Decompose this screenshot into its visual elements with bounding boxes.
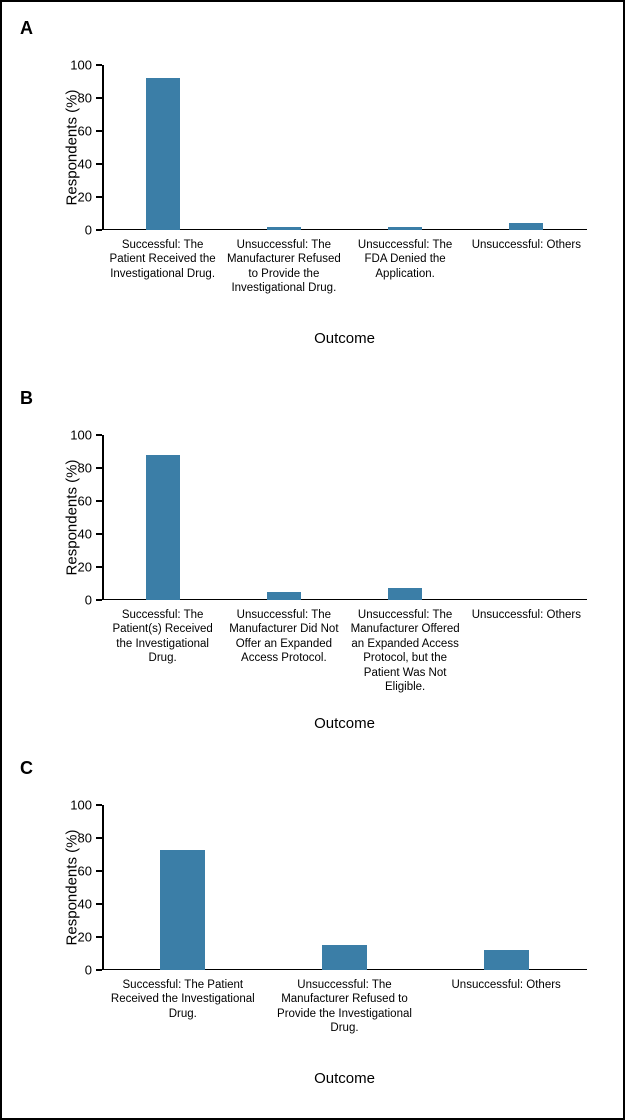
y-tick xyxy=(96,97,102,99)
y-tick-label: 60 xyxy=(78,124,92,139)
bar xyxy=(146,455,180,600)
y-tick xyxy=(96,837,102,839)
x-tick-label: Unsuccessful: The Manufacturer Offered a… xyxy=(347,608,463,694)
panel-b: B Respondents (%) Outcome 020406080100Su… xyxy=(2,380,623,745)
y-tick-label: 0 xyxy=(85,223,92,238)
bar xyxy=(146,78,180,230)
bar xyxy=(388,588,422,600)
y-tick xyxy=(96,599,102,601)
y-tick-label: 60 xyxy=(78,864,92,879)
chart-area-a: Respondents (%) Outcome 020406080100Succ… xyxy=(102,65,587,230)
chart-area-c: Respondents (%) Outcome 020406080100Succ… xyxy=(102,805,587,970)
y-tick-label: 100 xyxy=(70,798,92,813)
y-tick xyxy=(96,467,102,469)
bar xyxy=(509,223,543,230)
x-tick-label: Successful: The Patient Received the Inv… xyxy=(104,238,220,281)
x-axis-title-c: Outcome xyxy=(102,1070,587,1087)
y-axis-line xyxy=(102,435,104,600)
y-axis-line xyxy=(102,805,104,970)
y-tick xyxy=(96,163,102,165)
bar xyxy=(388,227,422,230)
x-tick-label: Unsuccessful: The Manufacturer Refused t… xyxy=(267,978,422,1036)
y-tick xyxy=(96,500,102,502)
y-tick xyxy=(96,566,102,568)
panel-a: A Respondents (%) Outcome 020406080100Su… xyxy=(2,10,623,375)
y-tick xyxy=(96,196,102,198)
bar xyxy=(484,950,529,970)
panel-label-a: A xyxy=(20,18,33,39)
figure-container: A Respondents (%) Outcome 020406080100Su… xyxy=(0,0,625,1120)
x-tick-label: Successful: The Patient Received the Inv… xyxy=(105,978,260,1021)
bar xyxy=(267,592,301,600)
panel-label-c: C xyxy=(20,758,33,779)
y-tick-label: 20 xyxy=(78,190,92,205)
x-tick-label: Unsuccessful: The FDA Denied the Applica… xyxy=(347,238,463,281)
bar xyxy=(322,945,367,970)
y-tick xyxy=(96,229,102,231)
y-tick xyxy=(96,434,102,436)
y-axis-line xyxy=(102,65,104,230)
x-tick-label: Unsuccessful: Others xyxy=(468,238,584,252)
y-tick-label: 80 xyxy=(78,831,92,846)
y-tick xyxy=(96,130,102,132)
x-tick-label: Unsuccessful: The Manufacturer Did Not O… xyxy=(226,608,342,666)
y-tick-label: 0 xyxy=(85,963,92,978)
y-tick xyxy=(96,533,102,535)
y-tick-label: 20 xyxy=(78,930,92,945)
y-tick xyxy=(96,936,102,938)
y-tick-label: 80 xyxy=(78,461,92,476)
panel-label-b: B xyxy=(20,388,33,409)
y-tick-label: 40 xyxy=(78,527,92,542)
bar xyxy=(160,850,205,970)
y-tick xyxy=(96,969,102,971)
chart-area-b: Respondents (%) Outcome 020406080100Succ… xyxy=(102,435,587,600)
x-tick-label: Unsuccessful: Others xyxy=(429,978,584,992)
y-tick-label: 100 xyxy=(70,428,92,443)
y-tick xyxy=(96,804,102,806)
x-axis-title-a: Outcome xyxy=(102,330,587,347)
panel-c: C Respondents (%) Outcome 020406080100Su… xyxy=(2,750,623,1115)
x-tick-label: Unsuccessful: The Manufacturer Refused t… xyxy=(226,238,342,296)
y-tick xyxy=(96,64,102,66)
y-tick-label: 100 xyxy=(70,58,92,73)
y-tick xyxy=(96,903,102,905)
y-tick-label: 80 xyxy=(78,91,92,106)
x-tick-label: Successful: The Patient(s) Received the … xyxy=(104,608,220,666)
y-tick-label: 20 xyxy=(78,560,92,575)
y-tick-label: 40 xyxy=(78,897,92,912)
y-tick-label: 40 xyxy=(78,157,92,172)
y-tick-label: 60 xyxy=(78,494,92,509)
bar xyxy=(267,227,301,230)
x-tick-label: Unsuccessful: Others xyxy=(468,608,584,622)
y-tick-label: 0 xyxy=(85,593,92,608)
x-axis-title-b: Outcome xyxy=(102,715,587,732)
y-tick xyxy=(96,870,102,872)
